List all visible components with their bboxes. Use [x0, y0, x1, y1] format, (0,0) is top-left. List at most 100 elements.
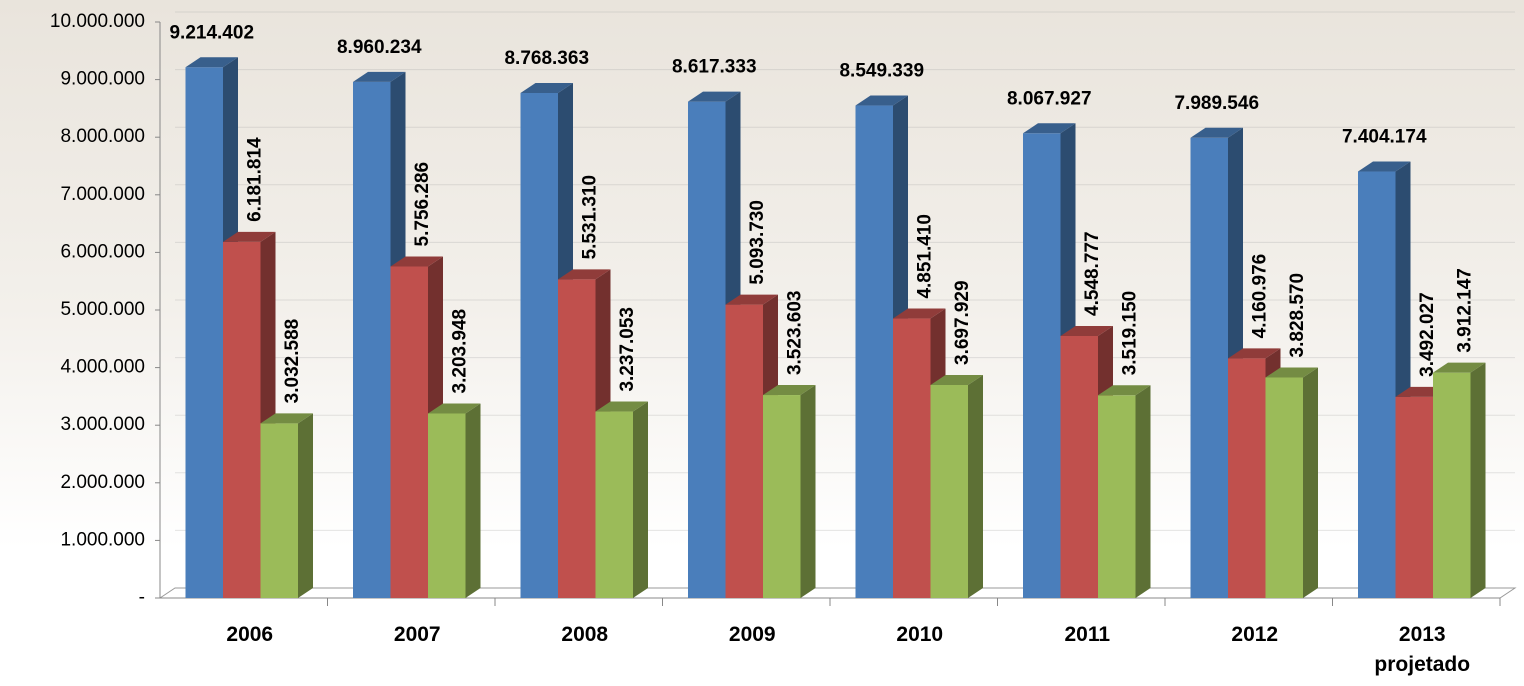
bar-top [520, 82, 573, 93]
axis-line [160, 12, 175, 22]
bar-top [1265, 367, 1318, 378]
value-label: 5.093.730 [747, 200, 768, 285]
value-label: 3.697.929 [952, 280, 973, 365]
y-tick-label: 4.000.000 [60, 357, 145, 378]
bar [428, 413, 466, 598]
y-tick-label: - [139, 587, 145, 608]
bar-side [1135, 385, 1151, 598]
value-label: 8.549.339 [839, 61, 924, 82]
value-label: 3.523.603 [784, 291, 805, 376]
bar-side [1470, 362, 1486, 598]
value-label: 3.203.948 [449, 309, 470, 394]
bar [1190, 137, 1228, 598]
bar-top [1023, 123, 1076, 134]
bar-side [800, 385, 816, 598]
bar-top [1433, 362, 1486, 373]
bar-top [1060, 325, 1113, 336]
value-label: 7.989.546 [1174, 93, 1259, 114]
bar-top [893, 308, 946, 319]
value-label: 3.519.150 [1119, 291, 1140, 376]
y-tick-label: 9.000.000 [60, 69, 145, 90]
bar [1358, 171, 1396, 598]
value-label: 8.617.333 [672, 57, 757, 78]
bar-top [390, 256, 443, 267]
bar-top [1228, 348, 1281, 359]
value-label: 8.768.363 [504, 48, 589, 69]
value-label: 3.912.147 [1454, 268, 1475, 353]
bar-top [763, 385, 816, 396]
value-label: 3.237.053 [617, 307, 638, 392]
bar-top [260, 413, 313, 424]
bar-side [1303, 367, 1318, 598]
bar [1060, 335, 1098, 598]
y-tick-label: 6.000.000 [60, 241, 145, 262]
bar [1228, 358, 1266, 598]
value-label: 3.828.570 [1287, 273, 1308, 358]
x-tick-label: 2008 [561, 623, 609, 646]
value-label: 8.067.927 [1007, 88, 1092, 109]
value-label: 4.160.976 [1249, 254, 1270, 339]
x-tick-label: 2010 [896, 623, 944, 646]
bar-top [353, 71, 406, 82]
bar-top [1098, 385, 1151, 396]
bar [725, 304, 763, 598]
value-label: 5.531.310 [579, 175, 600, 260]
bar [688, 101, 726, 599]
bar [763, 395, 801, 598]
bar-top [595, 401, 648, 412]
bar-top [855, 95, 908, 106]
bar [1433, 372, 1471, 598]
y-tick-label: 7.000.000 [60, 184, 145, 205]
bar-top [185, 57, 238, 68]
bar-side [298, 413, 313, 598]
y-tick-label: 3.000.000 [60, 414, 145, 435]
bar [185, 67, 223, 599]
bar [930, 384, 968, 598]
bar [595, 411, 633, 598]
value-label: 4.851.410 [914, 214, 935, 299]
bar [520, 92, 558, 598]
bar [260, 423, 298, 598]
y-tick-label: 10.000.000 [50, 11, 145, 32]
bar [1395, 396, 1433, 598]
y-tick-label: 8.000.000 [60, 126, 145, 147]
x-tick-label: 2006 [226, 623, 274, 646]
value-label: 7.404.174 [1342, 127, 1427, 148]
bar-side [633, 401, 648, 598]
y-tick-label: 2.000.000 [60, 472, 145, 493]
bar [223, 241, 261, 598]
bar-top [725, 294, 778, 305]
bar [353, 81, 391, 599]
x-tick-label: 2011 [1064, 623, 1111, 646]
value-label: 9.214.402 [169, 22, 254, 43]
value-label: 8.960.234 [337, 37, 422, 58]
x-tick-label: 2007 [393, 623, 441, 646]
bar [390, 266, 428, 598]
bar [855, 105, 893, 598]
bar [558, 279, 596, 598]
bar-side [968, 374, 983, 598]
value-label: 3.032.588 [282, 319, 303, 404]
x-tick-label: 2013 projetado [1374, 623, 1471, 676]
bar [893, 318, 931, 598]
bar-top [223, 231, 276, 242]
value-label: 4.548.777 [1082, 231, 1103, 316]
value-label: 6.181.814 [244, 137, 265, 222]
x-tick-label: 2009 [728, 623, 776, 646]
x-tick-label: 2012 [1231, 623, 1279, 646]
y-tick-label: 1.000.000 [60, 529, 145, 550]
value-label: 3.492.027 [1417, 292, 1438, 377]
bar [1098, 395, 1136, 598]
bar-side [465, 403, 481, 598]
bar-top [428, 403, 481, 414]
bar-top [558, 269, 611, 280]
bar [1265, 377, 1303, 598]
value-label: 5.756.286 [412, 162, 433, 247]
bar-top [930, 374, 983, 385]
bar [1023, 133, 1061, 598]
y-tick-label: 5.000.000 [60, 299, 145, 320]
bar-top [1190, 127, 1243, 138]
bar-top [688, 91, 741, 102]
